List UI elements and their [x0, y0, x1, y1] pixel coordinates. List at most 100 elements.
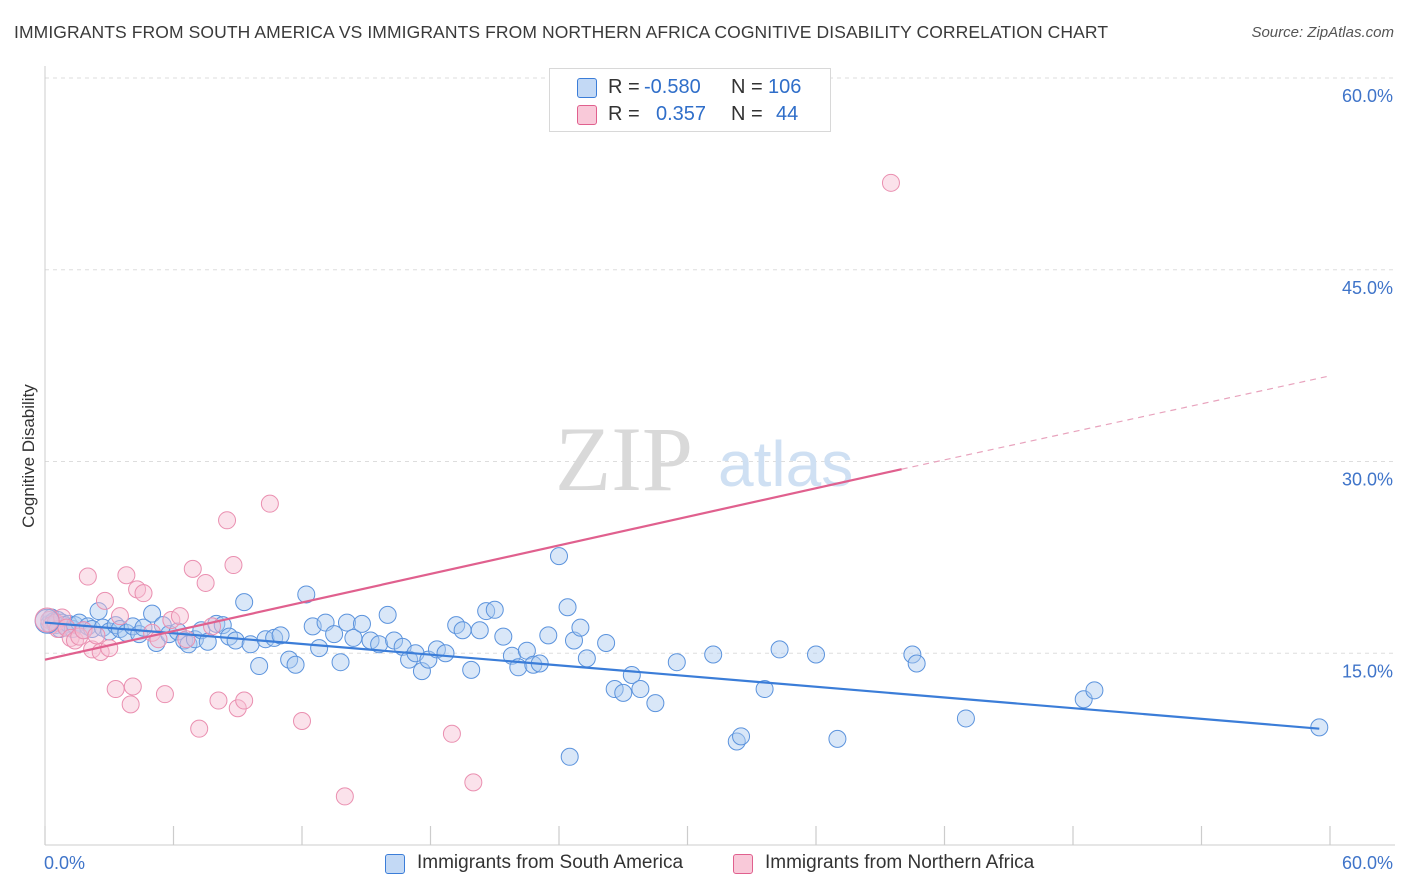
point-south-america: [907, 654, 926, 673]
bottom-legend-pink: Immigrants from Northern Africa: [733, 852, 1073, 876]
axes: [44, 66, 1395, 846]
chart-title: IMMIGRANTS FROM SOUTH AMERICA VS IMMIGRA…: [14, 22, 1109, 42]
point-south-america: [732, 727, 751, 746]
point-south-america: [250, 657, 269, 676]
point-south-america: [494, 627, 513, 646]
point-south-america: [571, 618, 590, 637]
point-south-america: [667, 653, 686, 672]
point-northern-africa: [34, 607, 60, 633]
point-northern-africa: [106, 680, 125, 699]
point-south-america: [331, 653, 350, 672]
point-northern-africa: [123, 677, 142, 696]
point-northern-africa: [209, 691, 228, 710]
trend-lines: [44, 375, 1331, 730]
point-south-america: [646, 694, 665, 713]
x-tick-label: 0.0%: [44, 853, 85, 873]
source-label: Source: ZipAtlas.com: [1251, 24, 1394, 41]
point-south-america: [828, 729, 847, 748]
y-tick-label: 30.0%: [1342, 470, 1393, 490]
bottom-legend-blue: Immigrants from South America: [385, 852, 715, 876]
watermark-zip: ZIP: [555, 408, 693, 510]
legend-n-label: N =: [731, 103, 763, 125]
point-south-america: [226, 631, 245, 650]
point-south-america: [577, 649, 596, 668]
legend-row-blue: R = -0.580 N = 106: [550, 74, 830, 100]
point-northern-africa: [260, 494, 279, 513]
point-northern-africa: [155, 685, 174, 704]
point-south-america: [1085, 681, 1104, 700]
point-northern-africa: [110, 607, 129, 626]
bottom-legend-swatch-blue: [385, 854, 405, 874]
point-south-america: [235, 593, 254, 612]
point-northern-africa: [464, 773, 483, 792]
point-south-america: [470, 621, 489, 640]
point-south-america: [436, 644, 455, 663]
point-south-america: [597, 634, 616, 653]
point-south-america: [400, 650, 419, 669]
point-northern-africa: [95, 591, 114, 610]
point-northern-africa: [293, 712, 311, 731]
point-northern-africa: [170, 607, 189, 626]
legend-n-label: N =: [731, 76, 763, 98]
point-south-america: [378, 605, 397, 624]
point-south-america: [297, 585, 316, 604]
point-northern-africa: [121, 695, 140, 714]
point-northern-africa: [224, 556, 243, 575]
bottom-legend-label: Immigrants from Northern Africa: [765, 852, 1035, 873]
point-northern-africa: [100, 639, 119, 658]
point-south-america: [755, 680, 774, 699]
point-northern-africa: [442, 724, 461, 743]
legend-r-value: -0.580: [644, 76, 701, 98]
point-south-america: [770, 640, 789, 659]
point-northern-africa: [134, 584, 153, 603]
point-south-america: [903, 645, 922, 664]
trend-line-south-america: [44, 621, 1320, 730]
point-south-america: [605, 680, 624, 699]
point-northern-africa: [78, 567, 97, 586]
point-south-america: [485, 600, 504, 619]
point-northern-africa: [162, 611, 181, 630]
point-northern-africa: [881, 173, 900, 192]
y-tick-label: 15.0%: [1342, 661, 1393, 681]
legend-r-value: 0.357: [656, 103, 707, 125]
point-south-america: [325, 625, 344, 644]
point-south-america: [550, 547, 568, 566]
point-northern-africa: [235, 691, 254, 710]
point-south-america: [271, 626, 290, 645]
point-south-america: [143, 604, 162, 623]
watermark-atlas: atlas: [718, 428, 853, 500]
point-south-america: [412, 662, 431, 681]
legend-n-value: 44: [776, 103, 799, 125]
point-south-america: [344, 628, 363, 647]
y-tick-label: 45.0%: [1342, 278, 1393, 298]
point-south-america: [631, 680, 650, 699]
point-northern-africa: [190, 719, 209, 738]
point-south-america: [453, 621, 472, 640]
point-northern-africa: [196, 573, 215, 592]
point-south-america: [704, 645, 723, 664]
point-south-america: [614, 683, 633, 702]
y-axis-label: Cognitive Disability: [19, 384, 38, 528]
point-south-america: [956, 709, 975, 728]
legend-swatch-pink: [577, 105, 597, 125]
point-northern-africa: [218, 511, 237, 530]
point-south-america: [286, 655, 305, 674]
x-tick-label: 60.0%: [1342, 853, 1393, 873]
correlation-legend: R = -0.580 N = 106 R = 0.357 N = 44: [549, 68, 831, 132]
point-south-america: [539, 626, 558, 645]
point-northern-africa: [87, 626, 106, 645]
y-tick-label: 60.0%: [1342, 86, 1393, 106]
point-northern-africa: [183, 559, 202, 578]
trend-extension-northern-africa: [901, 375, 1331, 470]
legend-r-label: R =: [608, 103, 640, 125]
point-northern-africa: [335, 787, 354, 806]
tick-labels: 15.0% 30.0% 45.0% 60.0% 0.0% 60.0%: [44, 86, 1393, 873]
point-south-america: [462, 660, 481, 679]
point-south-america: [89, 602, 108, 621]
legend-r-label: R =: [608, 76, 640, 98]
point-northern-africa: [117, 566, 136, 585]
legend-row-pink: R = 0.357 N = 44: [550, 101, 830, 127]
watermark: ZIP atlas: [555, 408, 853, 510]
legend-swatch-blue: [577, 78, 597, 98]
